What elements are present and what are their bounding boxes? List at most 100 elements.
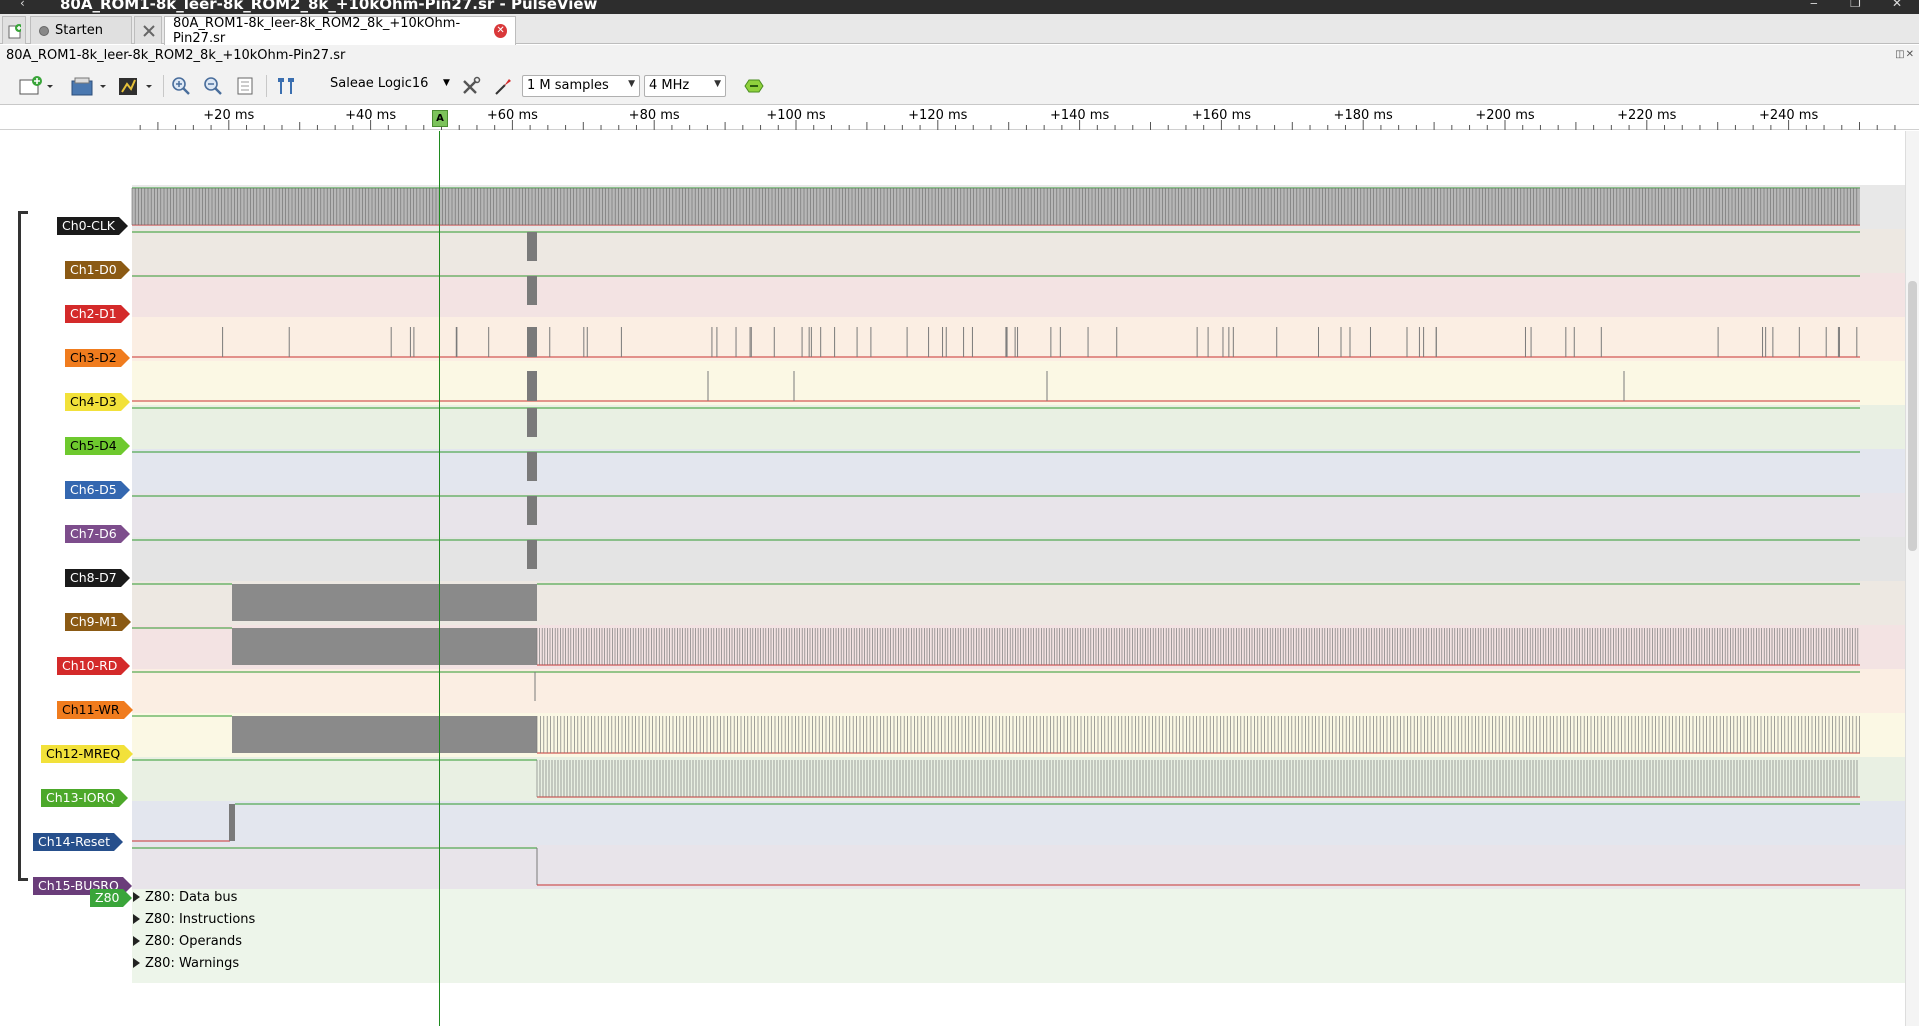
channel-row-bg bbox=[132, 361, 1905, 405]
settings-tab[interactable] bbox=[134, 16, 162, 44]
channel-row-bg bbox=[132, 405, 1905, 449]
close-tab-icon[interactable]: ✕ bbox=[494, 24, 507, 38]
waveform-ch15-busrq bbox=[132, 847, 1860, 886]
new-session-button[interactable] bbox=[2, 16, 26, 44]
probe-config-button[interactable] bbox=[490, 73, 516, 99]
time-ruler[interactable]: +20 ms +40 ms +60 ms +80 ms +100 ms +120 ms +1… bbox=[0, 106, 1919, 130]
probe-icon bbox=[495, 79, 511, 95]
expand-triangle-icon[interactable] bbox=[133, 936, 140, 946]
waveform-ch6-d5 bbox=[132, 451, 1860, 481]
decoder-bg bbox=[132, 889, 1905, 983]
zoom-fit-icon bbox=[237, 77, 253, 95]
ruler-tick-label: +40 ms bbox=[345, 108, 397, 123]
channel-label-ch7-d6[interactable]: Ch7-D6 bbox=[65, 525, 130, 543]
tab-starten[interactable]: Starten bbox=[30, 16, 132, 44]
chevron-down-icon: ▼ bbox=[714, 79, 721, 89]
channel-row-bg bbox=[132, 317, 1905, 361]
channel-label-ch13-iorq[interactable]: Ch13-IORQ bbox=[41, 789, 129, 807]
title-bar: 80A_ROM1-8k_leer-8k_ROM2_8k_+10kOhm-Pin2… bbox=[0, 0, 1919, 14]
ruler-tick-label: +60 ms bbox=[486, 108, 538, 123]
trace-viewport[interactable]: Ch0-CLK Ch1-D0 Ch2-D1 Ch3-D2 Ch4-D3 Ch5-D4 Ch6… bbox=[0, 131, 1905, 1026]
decoder-row-label[interactable]: Z80: Operands bbox=[133, 934, 242, 949]
samplerate-select[interactable]: 4 MHz ▼ bbox=[644, 75, 726, 97]
channel-label-ch1-d0[interactable]: Ch1-D0 bbox=[65, 261, 130, 279]
minimize-icon[interactable]: ‒ bbox=[1810, 0, 1818, 10]
waveform-ch12-mreq bbox=[132, 715, 1860, 754]
channel-label-ch0-clk[interactable]: Ch0-CLK bbox=[57, 217, 129, 235]
new-session-icon bbox=[8, 23, 21, 38]
menu-icon[interactable]: ‹ bbox=[20, 0, 25, 10]
waveform-ch8-d7 bbox=[132, 539, 1860, 569]
channel-row-bg bbox=[132, 845, 1905, 889]
channel-label-ch5-d4[interactable]: Ch5-D4 bbox=[65, 437, 130, 455]
toolbar-separator bbox=[163, 75, 164, 97]
channel-label-ch6-d5[interactable]: Ch6-D5 bbox=[65, 481, 130, 499]
decoder-label-z80[interactable]: Z80 bbox=[90, 889, 134, 907]
chevron-down-icon: ▼ bbox=[628, 79, 635, 89]
session-status-icon bbox=[39, 25, 49, 36]
sample-count-select[interactable]: 1 M samples ▼ bbox=[522, 75, 640, 97]
cursor-button[interactable] bbox=[272, 73, 300, 99]
channel-group-bracket bbox=[18, 211, 28, 881]
channel-row-bg bbox=[132, 273, 1905, 317]
device-selector[interactable]: Saleae Logic16 bbox=[330, 76, 428, 91]
waveform-ch9-m1 bbox=[132, 583, 1860, 621]
channel-label-ch4-d3[interactable]: Ch4-D3 bbox=[65, 393, 130, 411]
expand-triangle-icon[interactable] bbox=[133, 892, 140, 902]
waveform-ch4-d3 bbox=[132, 371, 1860, 402]
ruler-tick-label: +200 ms bbox=[1475, 108, 1535, 123]
channel-row-bg bbox=[132, 493, 1905, 537]
decoder-row-label[interactable]: Z80: Warnings bbox=[133, 956, 239, 971]
channel-label-ch9-m1[interactable]: Ch9-M1 bbox=[65, 613, 131, 631]
maximize-icon[interactable]: ❐ bbox=[1850, 0, 1861, 10]
waveform-ch2-d1 bbox=[132, 275, 1860, 305]
new-view-button[interactable] bbox=[16, 73, 56, 99]
toolbar-separator bbox=[266, 75, 267, 97]
cursor-line[interactable] bbox=[439, 131, 440, 1026]
channel-label-ch3-d2[interactable]: Ch3-D2 bbox=[65, 349, 130, 367]
zoom-in-icon bbox=[172, 77, 190, 95]
expand-triangle-icon[interactable] bbox=[133, 914, 140, 924]
save-button[interactable] bbox=[114, 73, 156, 99]
ruler-tick-label: +220 ms bbox=[1617, 108, 1677, 123]
window-title: 80A_ROM1-8k_leer-8k_ROM2_8k_+10kOhm-Pin2… bbox=[60, 0, 598, 13]
device-config-button[interactable] bbox=[458, 73, 484, 99]
channel-label-ch10-rd[interactable]: Ch10-RD bbox=[57, 657, 131, 675]
channel-row-bg bbox=[132, 449, 1905, 493]
channel-label-ch2-d1[interactable]: Ch2-D1 bbox=[65, 305, 130, 323]
zoom-in-button[interactable] bbox=[168, 73, 194, 99]
close-window-icon[interactable]: ✕ bbox=[1892, 0, 1903, 10]
ruler-tick-label: +20 ms bbox=[203, 108, 255, 123]
zoom-fit-button[interactable] bbox=[232, 73, 258, 99]
decoder-row-label[interactable]: Z80: Data bus bbox=[133, 890, 237, 905]
channel-row-bg bbox=[132, 669, 1905, 713]
sample-count-value: 1 M samples bbox=[527, 78, 609, 93]
channel-label-ch14-reset[interactable]: Ch14-Reset bbox=[33, 833, 123, 851]
expand-triangle-icon[interactable] bbox=[133, 958, 140, 968]
waveform-ch5-d4 bbox=[132, 407, 1860, 437]
channel-label-ch12-mreq[interactable]: Ch12-MREQ bbox=[41, 745, 134, 763]
ruler-tick-label: +240 ms bbox=[1758, 108, 1819, 123]
channel-row-bg bbox=[132, 537, 1905, 581]
waveform-ch7-d6 bbox=[132, 495, 1860, 525]
ruler-tick-label: +100 ms bbox=[766, 108, 826, 123]
waveform-ch1-d0 bbox=[132, 231, 1860, 261]
cursors-icon bbox=[278, 78, 294, 94]
channel-label-ch11-wr[interactable]: Ch11-WR bbox=[57, 701, 133, 719]
waveform-ch0-clk bbox=[131, 187, 1860, 226]
dock-buttons[interactable]: ◫✕ bbox=[1895, 49, 1915, 60]
session-header: 80A_ROM1-8k_leer-8k_ROM2_8k_+10kOhm-Pin2… bbox=[0, 45, 1919, 67]
device-dropdown-arrow-icon[interactable]: ▼ bbox=[443, 78, 450, 88]
decoder-row-text: Z80: Data bus bbox=[145, 890, 238, 905]
zoom-out-button[interactable] bbox=[200, 73, 226, 99]
open-button[interactable] bbox=[68, 73, 110, 99]
scrollbar-thumb[interactable] bbox=[1908, 281, 1917, 551]
tab-session[interactable]: 80A_ROM1-8k_leer-8k_ROM2_8k_+10kOhm-Pin2… bbox=[164, 16, 516, 46]
decoder-row-label[interactable]: Z80: Instructions bbox=[133, 912, 255, 927]
channel-row-bg bbox=[132, 801, 1905, 845]
cursor-marker-a[interactable]: A bbox=[432, 110, 448, 127]
vertical-scrollbar[interactable] bbox=[1905, 131, 1919, 1026]
add-decoder-button[interactable] bbox=[740, 73, 768, 99]
device-name: Saleae Logic16 bbox=[330, 76, 429, 91]
channel-label-ch8-d7[interactable]: Ch8-D7 bbox=[65, 569, 130, 587]
